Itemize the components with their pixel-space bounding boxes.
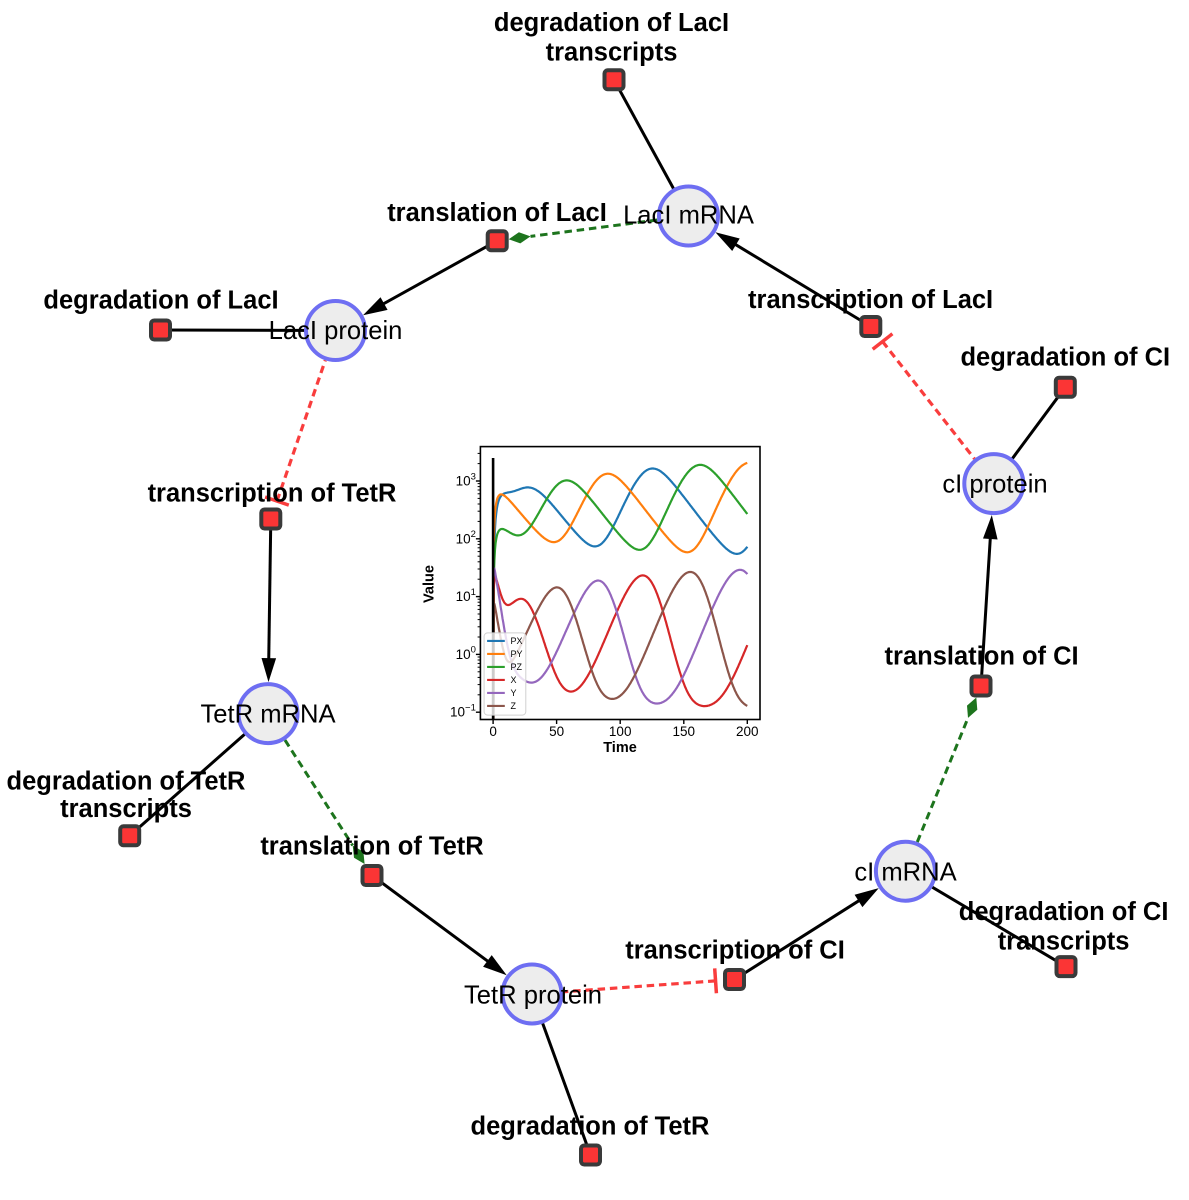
svg-text:translation of CI: translation of CI xyxy=(885,643,1079,671)
svg-text:transcription of LacI: transcription of LacI xyxy=(748,286,993,314)
svg-text:0: 0 xyxy=(489,724,497,739)
svg-text:TetR mRNA: TetR mRNA xyxy=(200,701,336,729)
svg-text:LacI protein: LacI protein xyxy=(269,317,403,345)
svg-text:translation of TetR: translation of TetR xyxy=(260,833,483,861)
svg-text:200: 200 xyxy=(736,724,759,739)
svg-text:degradation of TetR: degradation of TetR xyxy=(7,767,246,795)
svg-text:transcripts: transcripts xyxy=(60,795,192,823)
svg-text:X: X xyxy=(511,675,517,685)
svg-text:Y: Y xyxy=(511,688,517,698)
svg-text:Z: Z xyxy=(511,701,517,711)
svg-text:PX: PX xyxy=(511,636,523,646)
svg-text:degradation of TetR: degradation of TetR xyxy=(471,1113,710,1141)
svg-text:150: 150 xyxy=(673,724,696,739)
svg-text:degradation of CI: degradation of CI xyxy=(960,344,1170,372)
svg-text:degradation of LacI: degradation of LacI xyxy=(43,287,278,315)
svg-text:PZ: PZ xyxy=(511,662,523,672)
svg-text:transcription of TetR: transcription of TetR xyxy=(148,480,397,508)
svg-text:Value: Value xyxy=(422,565,438,603)
svg-text:PY: PY xyxy=(511,649,523,659)
svg-text:transcripts: transcripts xyxy=(546,38,678,66)
svg-text:TetR protein: TetR protein xyxy=(464,982,602,1010)
svg-text:50: 50 xyxy=(549,724,564,739)
svg-text:cI mRNA: cI mRNA xyxy=(854,859,957,887)
svg-text:transcription of CI: transcription of CI xyxy=(625,937,845,965)
svg-text:Time: Time xyxy=(603,740,637,756)
svg-text:transcripts: transcripts xyxy=(998,927,1130,955)
svg-text:degradation of LacI: degradation of LacI xyxy=(494,9,729,37)
svg-text:100: 100 xyxy=(609,724,632,739)
svg-text:translation of LacI: translation of LacI xyxy=(387,199,607,227)
svg-text:cI protein: cI protein xyxy=(942,471,1047,499)
svg-text:LacI mRNA: LacI mRNA xyxy=(623,202,755,230)
svg-text:degradation of CI: degradation of CI xyxy=(959,898,1169,926)
